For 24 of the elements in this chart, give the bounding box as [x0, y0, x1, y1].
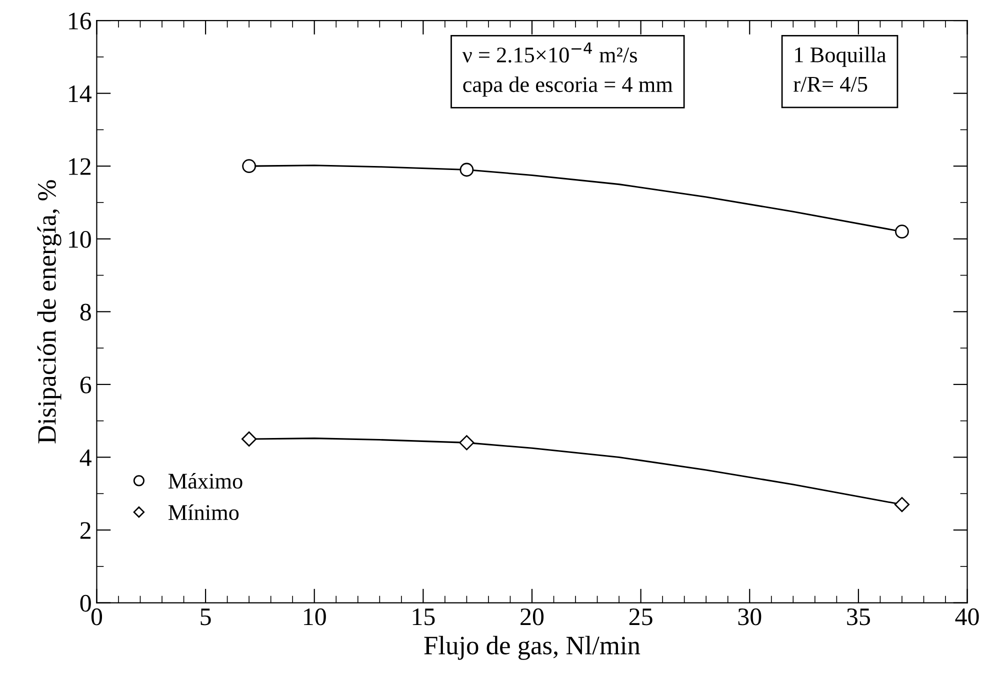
- y-tick-label: 12: [69, 158, 90, 175]
- x-tick-label: 25: [629, 608, 652, 626]
- y-tick-label: 6: [80, 376, 92, 394]
- y-axis-title: Disipación de energía, %: [37, 180, 62, 444]
- x-tick-label: 35: [847, 608, 870, 626]
- legend-label: Mínimo: [168, 504, 239, 520]
- x-tick-label: 5: [200, 608, 211, 626]
- annotation: 1 Boquilla r/R= 4/5: [794, 46, 886, 92]
- y-tick-label: 0: [80, 594, 91, 612]
- annotation: ν = 2.15×10$^{−4}$ m²/s capa de escoria = 4 mm: [462, 42, 673, 97]
- x-tick-label: 30: [738, 608, 762, 626]
- y-tick-label: 14: [69, 86, 92, 102]
- x-tick-label: 40: [955, 608, 979, 626]
- y-tick-label: 4: [80, 449, 92, 466]
- y-tick-label: 8: [80, 304, 91, 321]
- x-tick-label: 20: [520, 608, 544, 626]
- legend-label: Máximo: [168, 472, 242, 489]
- y-tick-label: 2: [80, 522, 90, 539]
- y-tick-label: 10: [69, 230, 91, 248]
- x-tick-label: 0: [91, 608, 102, 626]
- y-tick-label: 16: [69, 12, 92, 30]
- x-tick-label: 10: [304, 608, 326, 626]
- x-axis-title: Flujo de gas, Nl/min: [424, 636, 640, 660]
- x-tick-label: 15: [412, 608, 435, 626]
